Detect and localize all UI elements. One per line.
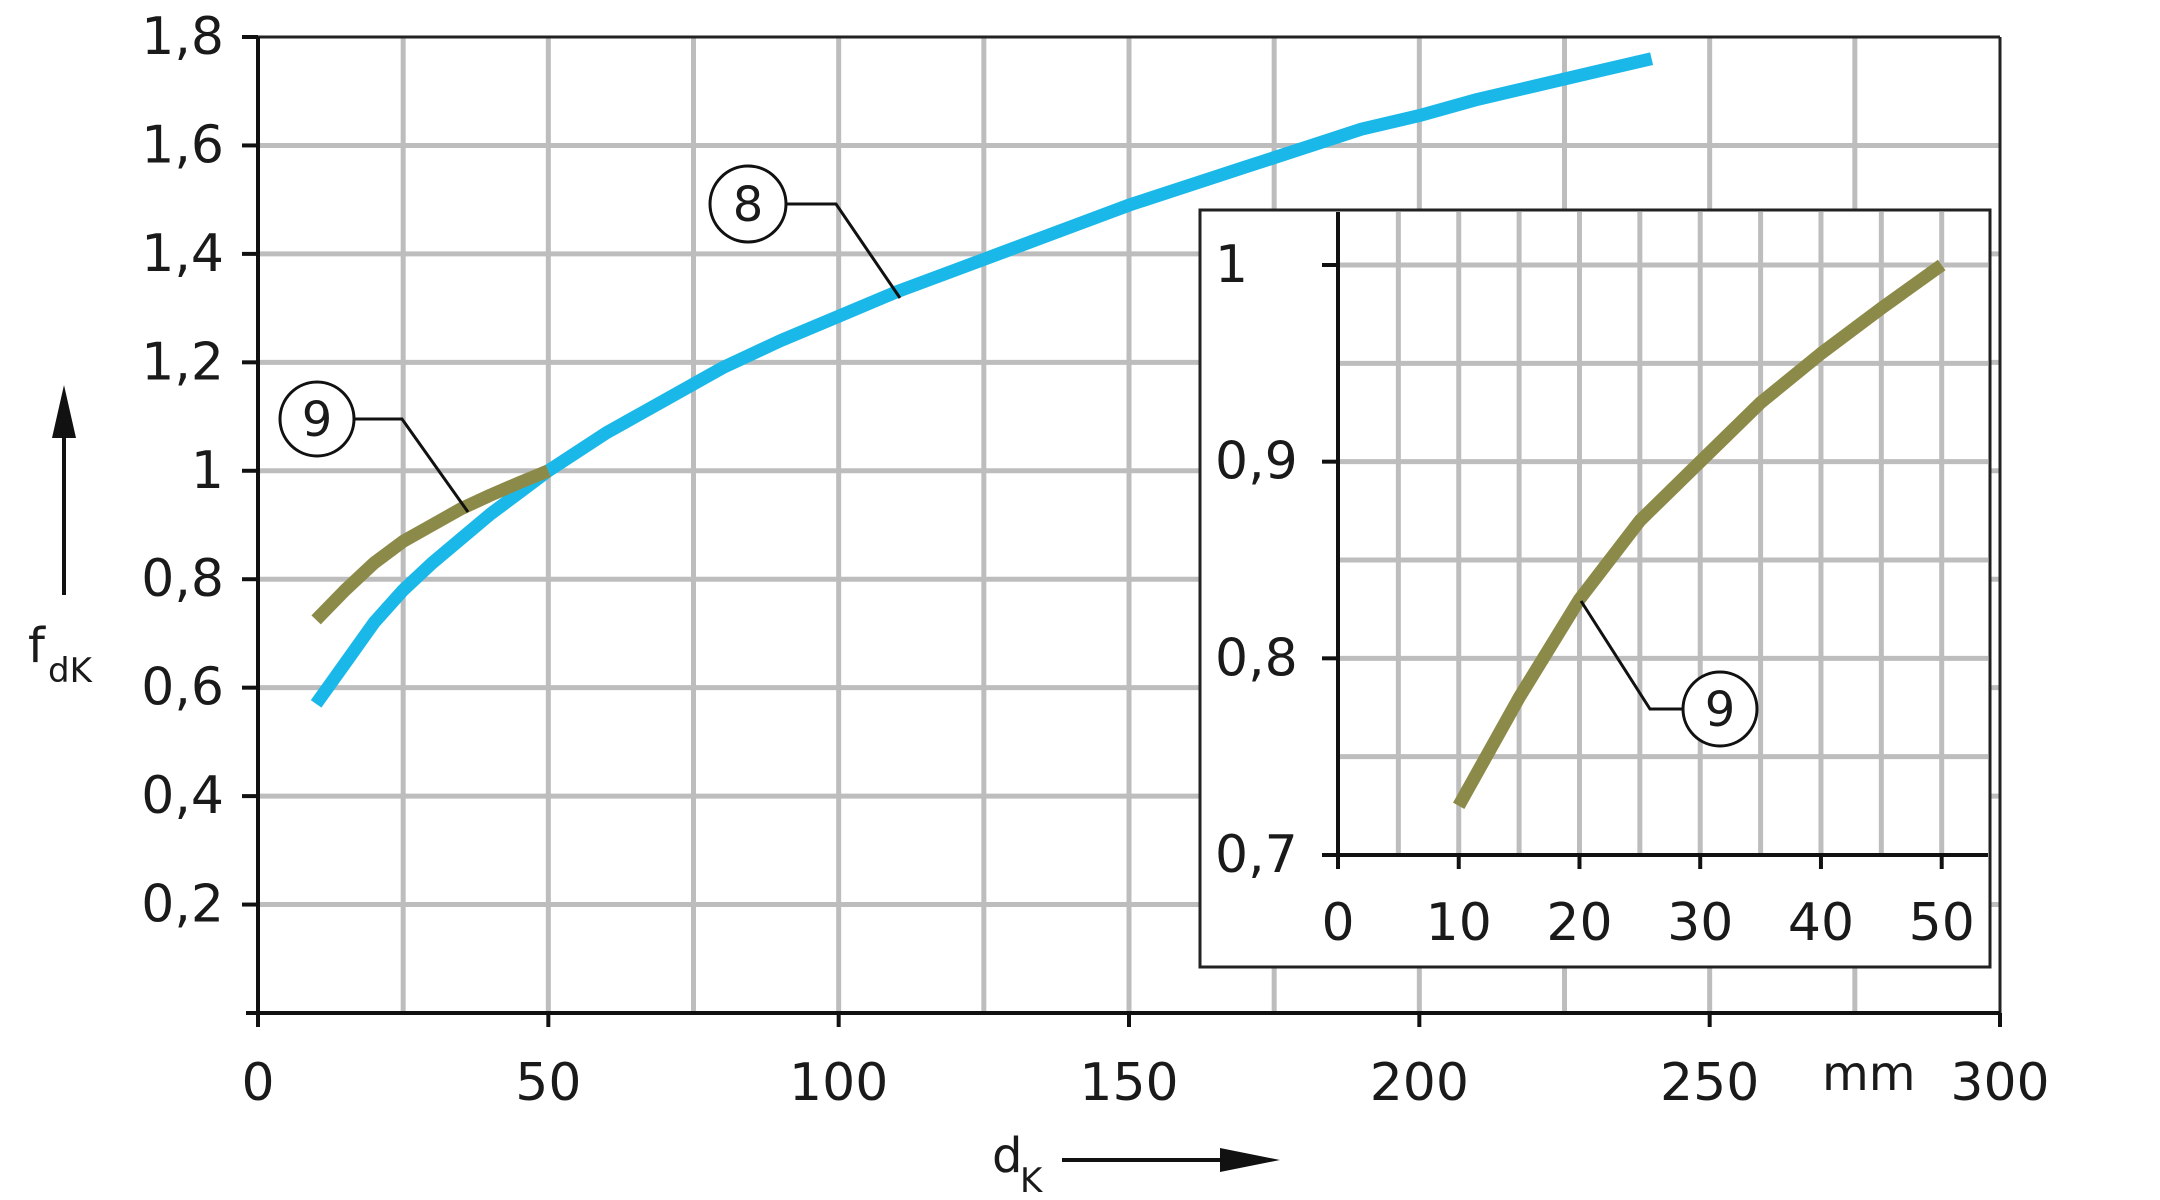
inset-y-tick-label: 1 bbox=[1215, 235, 1248, 295]
y-tick-label: 1,2 bbox=[141, 332, 224, 392]
inset-grid bbox=[1338, 212, 1988, 855]
x-tick-label: 100 bbox=[789, 1053, 888, 1113]
series-9-label: 9 bbox=[302, 392, 333, 448]
y-axis-subscript: dK bbox=[48, 651, 94, 691]
inset-chart: 0,70,80,910 10 20 30 40 50 bbox=[1198, 208, 1992, 969]
inset-x-tick-label: 50 bbox=[1909, 893, 1975, 953]
x-tick-label: 200 bbox=[1370, 1053, 1469, 1113]
y-tick-label: 0,4 bbox=[141, 766, 224, 826]
x-axis-label: d K bbox=[992, 1128, 1280, 1200]
x-tick-label: 0 bbox=[241, 1053, 274, 1113]
inset-x-tick-label: 0 bbox=[1321, 893, 1354, 953]
main-series bbox=[310, 52, 1654, 708]
series-callout-8: 8 bbox=[708, 164, 902, 299]
main-ticks: 0,20,40,60,811,21,41,61,80 50 100 150 200 250… bbox=[141, 7, 2049, 1113]
x-axis-title: d bbox=[992, 1128, 1022, 1184]
y-axis-label: f dK bbox=[28, 385, 94, 691]
main-axes bbox=[242, 35, 2002, 1027]
y-tick-label: 0,8 bbox=[141, 549, 224, 609]
x-tick-label: 300 bbox=[1950, 1053, 2049, 1113]
y-axis-title: f bbox=[28, 618, 46, 674]
inset-y-tick-label: 0,7 bbox=[1215, 825, 1298, 885]
inset-ticks: 0,70,80,910 10 20 30 40 50 bbox=[1215, 235, 1975, 953]
y-tick-label: 1,8 bbox=[141, 7, 224, 67]
inset-x-tick-label: 20 bbox=[1546, 893, 1612, 953]
inset-x-tick-label: 40 bbox=[1788, 893, 1854, 953]
series-callout-9-main: 9 bbox=[278, 380, 470, 513]
series-8-label: 8 bbox=[733, 177, 764, 233]
inset-axes bbox=[1322, 212, 1988, 869]
x-tick-label: 50 bbox=[515, 1053, 581, 1113]
y-tick-label: 1,6 bbox=[141, 115, 224, 175]
x-tick-label: 250 bbox=[1660, 1053, 1759, 1113]
series-line-9 bbox=[311, 464, 551, 625]
y-tick-label: 1 bbox=[191, 441, 224, 501]
y-tick-label: 0,6 bbox=[141, 658, 224, 718]
series-callout-9-inset: 9 bbox=[1579, 600, 1759, 748]
inset-y-tick-label: 0,9 bbox=[1215, 432, 1298, 492]
x-axis-subscript: K bbox=[1020, 1161, 1044, 1200]
inset-series bbox=[1453, 259, 1946, 809]
y-tick-label: 0,2 bbox=[141, 875, 224, 935]
inset-series-line-9 bbox=[1453, 259, 1946, 809]
arrow-up-icon bbox=[52, 385, 76, 438]
inset-frame bbox=[1198, 208, 1992, 969]
x-tick-label: 150 bbox=[1079, 1053, 1178, 1113]
arrow-right-icon bbox=[1220, 1148, 1280, 1172]
inset-series-9-label: 9 bbox=[1705, 682, 1736, 738]
inset-x-tick-label: 10 bbox=[1426, 893, 1492, 953]
series-line-8 bbox=[310, 52, 1654, 708]
y-tick-label: 1,4 bbox=[141, 224, 224, 284]
inset-x-tick-label: 30 bbox=[1667, 893, 1733, 953]
inset-y-tick-label: 0,8 bbox=[1215, 628, 1298, 688]
x-axis-unit: mm bbox=[1822, 1046, 1916, 1102]
callouts: 8 9 9 bbox=[278, 164, 1759, 748]
